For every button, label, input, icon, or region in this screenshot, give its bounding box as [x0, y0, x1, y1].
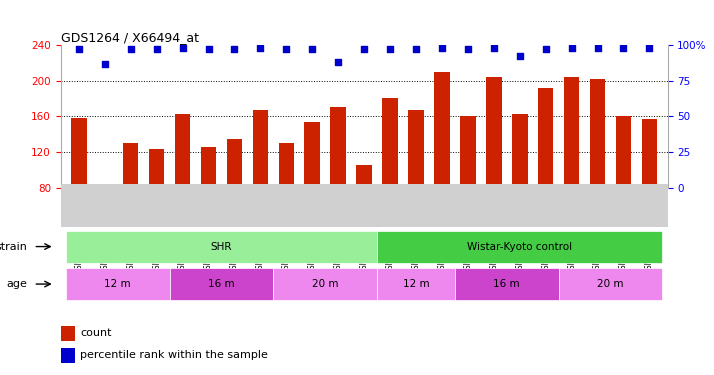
Point: [306, 46, 318, 52]
Bar: [642, 119, 657, 188]
Text: count: count: [80, 328, 112, 338]
Bar: [273, 268, 377, 300]
Point: [618, 45, 629, 51]
Bar: [564, 77, 579, 188]
Text: strain: strain: [0, 242, 27, 252]
Bar: [149, 149, 164, 188]
Bar: [377, 231, 663, 262]
Text: SHR: SHR: [211, 242, 232, 252]
Point: [592, 45, 603, 51]
Bar: [201, 147, 216, 188]
Point: [514, 53, 526, 59]
Text: GDS1264 / X66494_at: GDS1264 / X66494_at: [61, 31, 198, 44]
Point: [358, 46, 370, 52]
Text: percentile rank within the sample: percentile rank within the sample: [80, 350, 268, 360]
Point: [99, 60, 111, 66]
Bar: [377, 268, 455, 300]
Text: age: age: [6, 279, 27, 289]
Bar: [61, 348, 75, 363]
Bar: [356, 165, 372, 188]
Bar: [226, 138, 242, 188]
Text: 16 m: 16 m: [493, 279, 520, 289]
Bar: [170, 268, 273, 300]
Bar: [558, 268, 663, 300]
Bar: [460, 116, 476, 188]
Bar: [97, 185, 113, 188]
Bar: [278, 143, 294, 188]
Bar: [408, 110, 424, 188]
Bar: [66, 231, 377, 262]
Point: [333, 59, 344, 65]
Text: 20 m: 20 m: [312, 279, 338, 289]
Point: [281, 46, 292, 52]
Point: [566, 45, 578, 51]
Text: 20 m: 20 m: [598, 279, 624, 289]
Text: 16 m: 16 m: [208, 279, 235, 289]
Bar: [331, 107, 346, 188]
Point: [228, 46, 240, 52]
Point: [411, 46, 422, 52]
Point: [462, 46, 473, 52]
Bar: [61, 326, 75, 340]
Bar: [304, 123, 320, 188]
Bar: [590, 79, 605, 188]
Bar: [434, 72, 450, 188]
Bar: [615, 116, 631, 188]
Bar: [538, 88, 553, 188]
Bar: [123, 143, 139, 188]
Bar: [486, 77, 502, 188]
Point: [73, 46, 84, 52]
Point: [125, 46, 136, 52]
Point: [436, 45, 448, 51]
Point: [540, 46, 551, 52]
Bar: [175, 114, 191, 188]
Point: [255, 45, 266, 51]
Point: [488, 45, 500, 51]
Text: 12 m: 12 m: [403, 279, 429, 289]
Text: 12 m: 12 m: [104, 279, 131, 289]
Point: [151, 46, 162, 52]
Point: [644, 45, 655, 51]
Bar: [253, 110, 268, 188]
Bar: [512, 114, 528, 188]
Text: Wistar-Kyoto control: Wistar-Kyoto control: [467, 242, 573, 252]
Bar: [66, 268, 170, 300]
Point: [384, 46, 396, 52]
Bar: [455, 268, 558, 300]
Bar: [71, 118, 86, 188]
Point: [203, 46, 214, 52]
Point: [177, 45, 188, 51]
Bar: [382, 99, 398, 188]
